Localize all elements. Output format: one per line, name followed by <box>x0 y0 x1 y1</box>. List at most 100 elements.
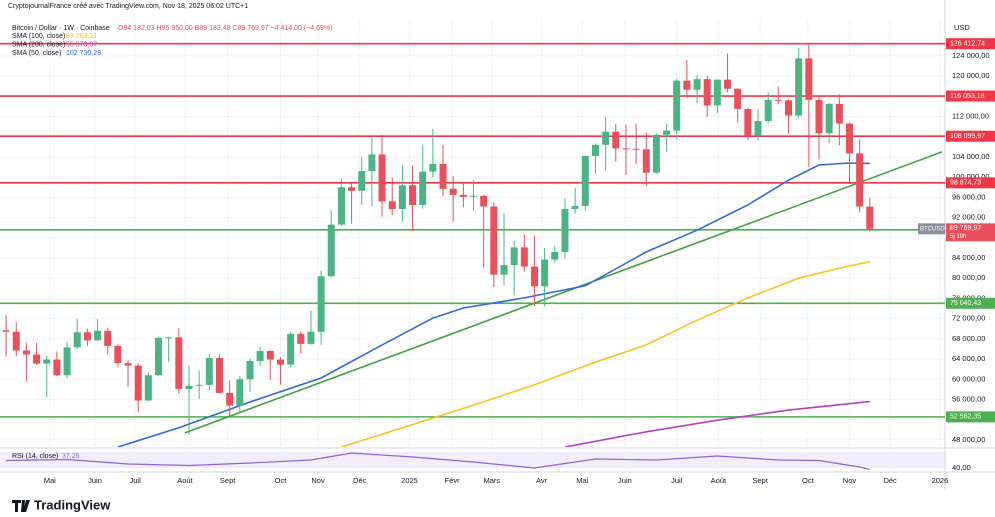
candle-body <box>500 265 508 275</box>
candle-body <box>287 333 295 365</box>
last-price-label: 89 769,97 <box>950 225 981 232</box>
candle-body <box>185 385 193 389</box>
level-label: 75 040,43 <box>950 300 981 307</box>
candle-body <box>439 164 447 189</box>
x-tick-label: Mars <box>483 476 500 485</box>
y-tick-label: 84 000,00 <box>952 253 985 262</box>
candle-body <box>856 153 864 207</box>
candle-body <box>866 206 874 229</box>
level-label: 116 053,18 <box>950 93 985 100</box>
candle-body <box>561 208 569 252</box>
candle-body <box>825 103 833 134</box>
candle-body <box>175 337 183 389</box>
credit: CryptojournalFrance créé avec TradingVie… <box>8 3 248 10</box>
level-label-box <box>946 177 995 189</box>
symbol-label: BTCUSD <box>920 226 945 232</box>
candle-body <box>581 155 589 206</box>
candle-body <box>215 358 223 393</box>
level-label-box <box>946 130 995 142</box>
candle-body <box>774 99 782 101</box>
level-label-box <box>946 297 995 309</box>
candle-body <box>642 149 650 173</box>
candle-body <box>754 121 762 136</box>
x-tick-label: Juin <box>618 476 632 485</box>
candle-body <box>94 330 102 341</box>
candle-body <box>419 171 427 205</box>
sma-line <box>564 400 870 447</box>
y-tick-label: 92 000,00 <box>952 213 985 222</box>
candle-body <box>470 195 478 197</box>
logo-text: TradingView <box>34 497 111 512</box>
candle-body <box>551 251 559 260</box>
candle-body <box>337 187 345 225</box>
rsi-line <box>6 452 870 470</box>
legend-name: SMA (200, close) <box>12 41 65 48</box>
candle-body <box>266 350 274 360</box>
logo: TradingView <box>12 497 111 512</box>
countdown: 5j 19h <box>950 234 966 240</box>
x-tick-label: Août <box>711 476 727 485</box>
candle-body <box>795 58 803 116</box>
y-tick-label: 68 000,00 <box>952 334 985 343</box>
currency: USD <box>954 23 970 32</box>
rsi-tick-label: 40,00 <box>952 463 971 472</box>
candle-body <box>744 108 752 136</box>
candle-body <box>53 359 61 376</box>
candle-body <box>317 276 325 332</box>
legend-name: SMA (50, close) <box>12 50 61 57</box>
candle-body <box>155 337 163 376</box>
x-tick-label: Déc <box>353 476 367 485</box>
candle-body <box>124 363 132 366</box>
candle-body <box>591 144 599 156</box>
x-tick-label: Juil <box>671 476 683 485</box>
candle-body <box>571 205 579 209</box>
candle-body <box>276 359 284 365</box>
candle-body <box>459 194 467 197</box>
candle-body <box>73 332 81 348</box>
symbol: Bitcoin / Dollar · 1W · Coinbase <box>12 25 110 32</box>
candle-body <box>835 103 843 124</box>
sma-line <box>341 260 870 447</box>
x-tick-label: Févr <box>445 476 461 485</box>
x-tick-label: 2025 <box>401 476 418 485</box>
candle-body <box>63 347 71 376</box>
candle-body <box>358 171 366 191</box>
x-tick-label: Sept <box>752 476 768 485</box>
candle-body <box>22 350 30 355</box>
candle-body <box>480 195 488 207</box>
candle-body <box>368 154 376 172</box>
x-tick-label: Juil <box>130 476 142 485</box>
candle-body <box>246 361 254 380</box>
candle-body <box>104 330 112 346</box>
candle-body <box>815 99 823 134</box>
candle-body <box>785 100 793 116</box>
x-tick-label: Août <box>177 476 193 485</box>
last-price-box <box>946 223 995 242</box>
candle-body <box>845 123 853 154</box>
y-tick-label: 56 000,00 <box>952 394 985 403</box>
candle-body <box>144 375 152 401</box>
candle-body <box>307 331 315 344</box>
candle-body <box>449 188 457 195</box>
candle-body <box>652 134 660 173</box>
candle-body <box>612 131 620 149</box>
rsi-name: RSI (14, close) <box>12 453 58 460</box>
level-label: 126 412,74 <box>950 41 985 48</box>
y-tick-label: 64 000,00 <box>952 354 985 363</box>
y-tick-label: 60 000,00 <box>952 374 985 383</box>
x-tick-label: 2026 <box>932 476 949 485</box>
legend-name: SMA (100, close) <box>12 33 65 40</box>
candle-body <box>805 58 813 100</box>
y-tick-label: 104 000,00 <box>952 152 990 161</box>
candle-body <box>297 333 305 344</box>
candle-body <box>205 358 213 385</box>
y-tick-label: 100 000,00 <box>952 172 990 181</box>
x-tick-label: Nov <box>843 476 857 485</box>
legend-value: 55 579,97 <box>66 41 97 48</box>
y-tick-label: 112 000,00 <box>952 112 989 121</box>
candle-body <box>43 359 51 364</box>
x-tick-label: Oct <box>802 476 815 485</box>
level-label-box <box>946 38 995 50</box>
legend-value: 83 263,21 <box>66 33 97 40</box>
